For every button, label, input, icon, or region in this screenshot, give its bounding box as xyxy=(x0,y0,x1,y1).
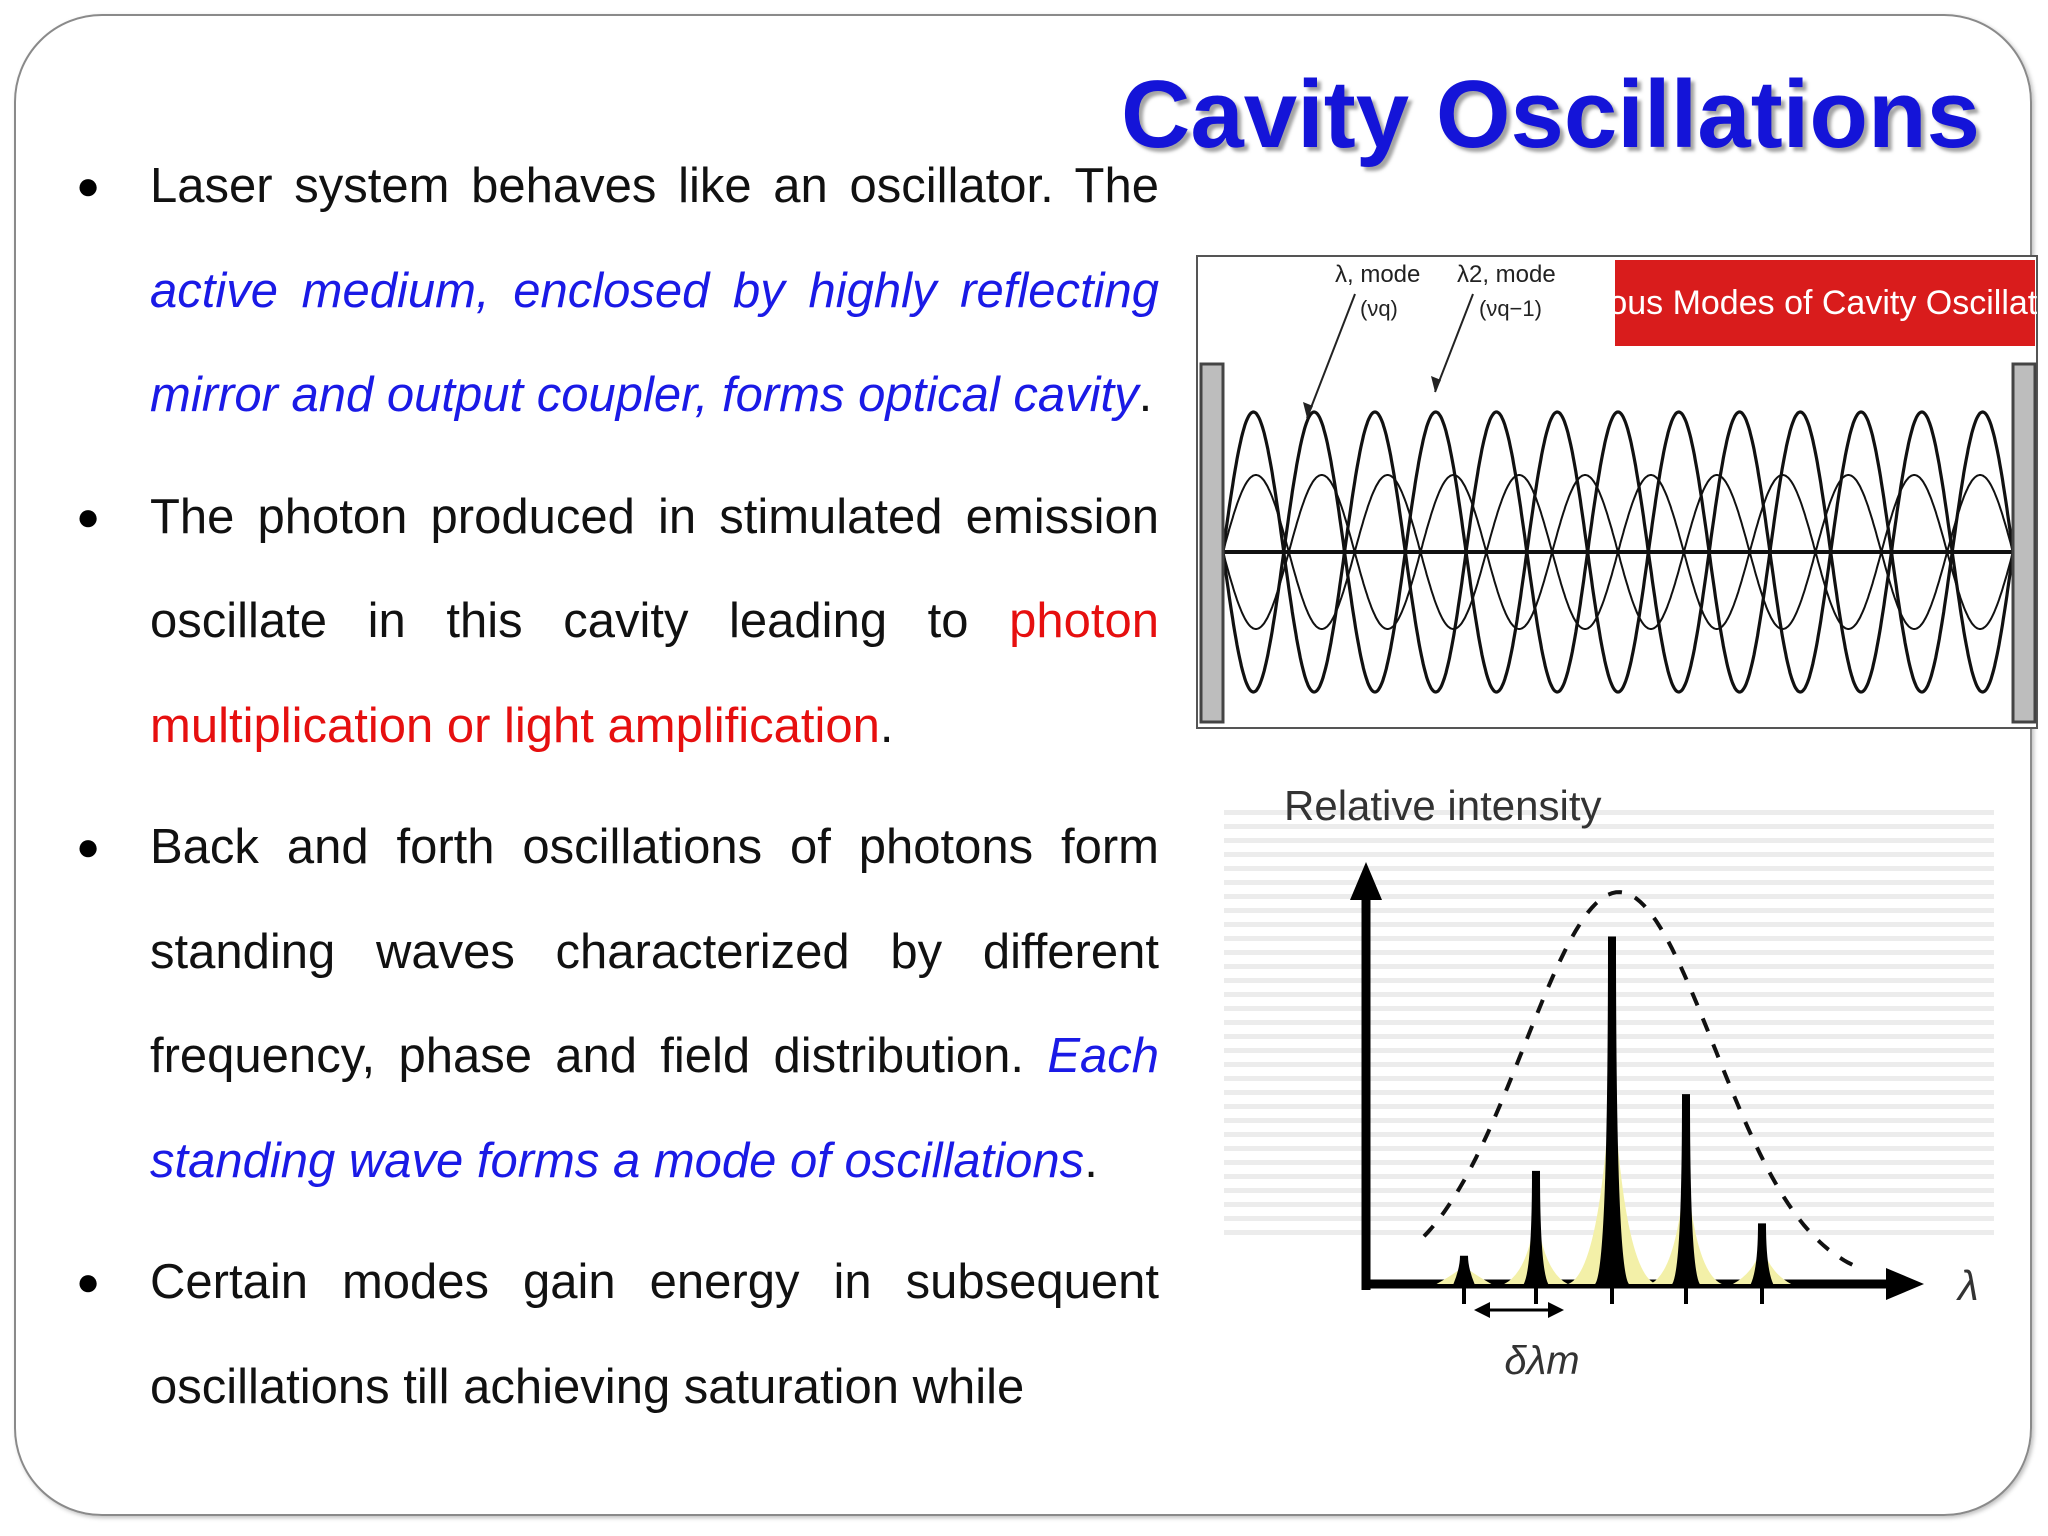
mode-q-wave xyxy=(1221,410,2015,694)
x-axis-label: λ xyxy=(1956,1262,1979,1309)
bullet-dot: ● xyxy=(76,825,101,869)
left-mirror xyxy=(1199,362,1225,724)
stripe xyxy=(1224,838,1994,843)
spacing-arrow-left xyxy=(1474,1302,1490,1318)
mode2-label: λ2, mode xyxy=(1457,261,1556,288)
bullet-2-text-b: . xyxy=(879,698,894,753)
cavity-modes-figure: Various Modes of Cavity Oscillations λ, … xyxy=(1196,255,2041,729)
bullet-2-highlight-red: photon multiplication or light amplifica… xyxy=(150,594,1159,753)
bullet-dot: ● xyxy=(76,494,101,539)
bullet-dot: ● xyxy=(76,1260,101,1304)
gain-envelope xyxy=(1422,890,1865,1272)
intensity-ylabel: Relative intensity xyxy=(1284,782,1601,829)
bullet-list: ● Laser system behaves like an oscillator… xyxy=(74,134,1159,1456)
mode-peak xyxy=(1672,1094,1700,1284)
bullet-item-1: ● Laser system behaves like an oscillator… xyxy=(74,134,1159,448)
bullet-item-3: ● Back and forth oscillations of photons … xyxy=(74,795,1159,1213)
stripe xyxy=(1224,824,1994,829)
bullet-item-2: ● The photon produced in stimulated emiss… xyxy=(74,465,1159,779)
mode-peak xyxy=(1595,936,1629,1284)
stripe xyxy=(1224,894,1994,899)
standing-waves xyxy=(1221,410,2015,694)
mode-peak xyxy=(1523,1170,1549,1284)
stripe xyxy=(1224,852,1994,857)
stripe xyxy=(1224,922,1994,927)
bullet-3-text-b: . xyxy=(1084,1133,1098,1188)
slide-frame xyxy=(14,14,2032,1516)
stripe xyxy=(1224,810,1994,815)
mode-q-minus-1-wave xyxy=(1222,474,2014,630)
mode-peak xyxy=(1750,1223,1774,1284)
bullet-1-text-a: Laser system behaves like an oscillator.… xyxy=(150,159,1159,213)
mode1-arrow xyxy=(1306,293,1356,419)
bullet-1-highlight-blue: active medium, enclosed by highly reflec… xyxy=(150,263,1159,423)
mode2-arrow xyxy=(1434,293,1474,393)
stripe xyxy=(1224,866,1994,871)
y-axis-arrowhead xyxy=(1350,862,1382,900)
spacing-arrow-right xyxy=(1548,1302,1564,1318)
mode1-label: λ, mode xyxy=(1335,261,1420,288)
mode1-arrowhead xyxy=(1303,402,1313,418)
x-axis-arrowhead xyxy=(1886,1268,1924,1300)
stripe xyxy=(1224,880,1994,885)
bullet-1-text-b: . xyxy=(1138,368,1153,422)
bullet-3-highlight-blue: Each standing wave forms a mode of oscil… xyxy=(150,1029,1159,1188)
mode2-frequency: (νq−1) xyxy=(1479,296,1542,321)
mode-peaks xyxy=(1436,936,1792,1304)
bullet-2-text-a: The photon produced in stimulated emissi… xyxy=(150,489,1159,649)
bullet-3-text-a: Back and forth oscillations of photons f… xyxy=(150,820,1159,1083)
slide-title: Cavity Oscillations xyxy=(1121,61,1980,168)
bullet-4-text-a: Certain modes gain energy in subsequent … xyxy=(150,1255,1159,1414)
stripe xyxy=(1224,908,1994,913)
bullet-dot: ● xyxy=(76,164,101,208)
modes-banner xyxy=(1615,260,2035,346)
modes-banner-text: Various Modes of Cavity Oscillations xyxy=(1550,284,2041,322)
bullet-item-4: ● Certain modes gain energy in subsequent… xyxy=(74,1230,1159,1439)
spacing-label: δλm xyxy=(1504,1339,1579,1383)
right-mirror xyxy=(2011,362,2037,724)
intensity-spectrum-figure: Relative intensity λ δλm xyxy=(1224,782,1994,1383)
mode-q-wave xyxy=(1221,410,2015,694)
mode2-arrowhead xyxy=(1431,376,1441,392)
mode-peak xyxy=(1453,1255,1475,1284)
mode1-frequency: (νq) xyxy=(1360,296,1398,321)
